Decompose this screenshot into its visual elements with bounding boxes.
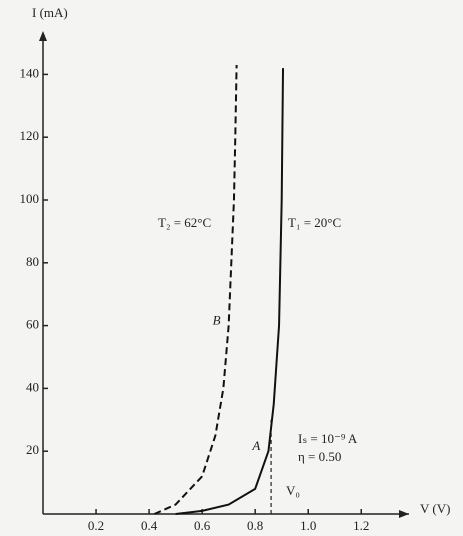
y-tick-label: 40 bbox=[26, 379, 39, 394]
y-tick-label: 120 bbox=[20, 128, 40, 143]
x-tick-label: 0.4 bbox=[141, 518, 158, 533]
annotation: V₀ bbox=[286, 483, 300, 498]
x-tick-label: 0.8 bbox=[247, 518, 263, 533]
curve bbox=[153, 64, 238, 515]
y-tick-label: 20 bbox=[26, 442, 39, 457]
legend-label: B bbox=[213, 313, 221, 328]
annotation: T₂ = 62°C bbox=[158, 215, 211, 230]
y-tick-label: 60 bbox=[26, 317, 39, 332]
y-arrow bbox=[39, 31, 47, 41]
y-tick-label: 140 bbox=[20, 65, 40, 80]
x-tick-label: 1.2 bbox=[353, 518, 369, 533]
curve bbox=[175, 68, 285, 515]
x-tick-label: 0.2 bbox=[88, 518, 104, 533]
x-arrow bbox=[399, 510, 409, 518]
annotation: η = 0.50 bbox=[298, 449, 341, 464]
y-tick-label: 100 bbox=[20, 191, 40, 206]
x-tick-label: 0.6 bbox=[194, 518, 211, 533]
annotation: Iₛ = 10⁻⁹ A bbox=[298, 431, 358, 446]
legend-label: A bbox=[251, 438, 260, 453]
y-axis-label: I (mA) bbox=[32, 5, 68, 20]
x-tick-label: 1.0 bbox=[300, 518, 316, 533]
annotation: T₁ = 20°C bbox=[288, 215, 341, 230]
y-tick-label: 80 bbox=[26, 254, 39, 269]
x-axis-label: V (V) bbox=[420, 501, 450, 516]
